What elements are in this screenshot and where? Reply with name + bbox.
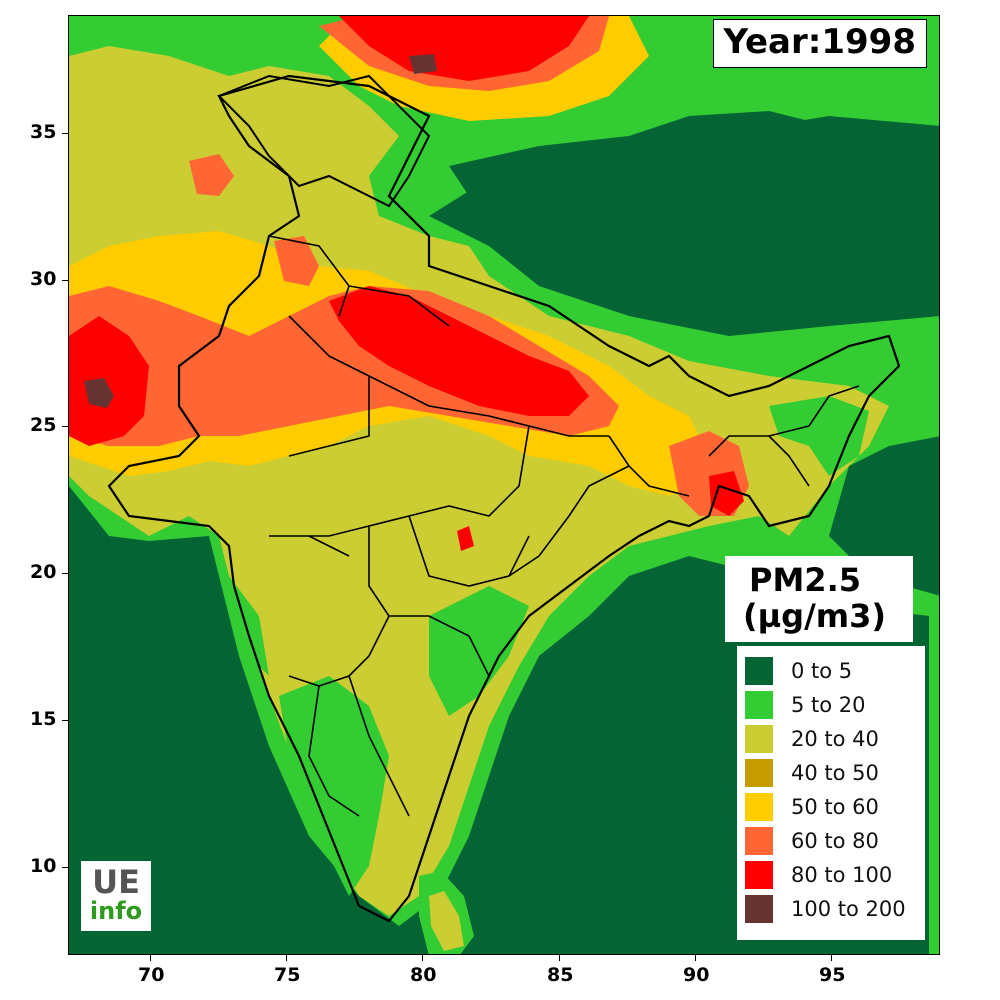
legend-label: 80 to 100 (791, 863, 893, 887)
legend-swatch (745, 759, 773, 787)
legend-swatch (745, 691, 773, 719)
state-borders (268, 235, 860, 817)
band-5-20-east (429, 586, 529, 716)
x-tick-label: 75 (274, 964, 301, 986)
legend-label: 100 to 200 (791, 897, 906, 921)
legend-item: 20 to 40 (745, 722, 879, 756)
y-tickmark (62, 720, 68, 721)
logo-text-ue: UE (92, 863, 140, 901)
y-tickmark (62, 426, 68, 427)
legend-title: PM2.5 (µg/m3) (725, 556, 913, 642)
band-80-100-west (69, 316, 149, 446)
legend-swatch (745, 793, 773, 821)
legend-item: 60 to 80 (745, 824, 879, 858)
band-80-100-gangetic (329, 286, 589, 416)
y-tick-label: 20 (30, 561, 57, 583)
y-tick-label: 10 (30, 855, 57, 877)
x-tickmark (559, 955, 560, 961)
legend-item: 40 to 50 (745, 756, 879, 790)
band-100-200-north (409, 54, 437, 74)
year-label: Year:1998 (712, 19, 927, 69)
sri-lanka-core (429, 891, 464, 951)
x-tick-label: 95 (819, 964, 846, 986)
legend-swatch (745, 725, 773, 753)
legend-label: 20 to 40 (791, 727, 879, 751)
legend-item: 50 to 60 (745, 790, 879, 824)
band-60-80-afghan (189, 154, 234, 196)
legend-item: 5 to 20 (745, 688, 866, 722)
pm25-map-canvas (69, 16, 939, 954)
pm25-map: Year:1998 PM2.5 (µg/m3) 0 to 5 5 to 20 2… (68, 15, 940, 955)
logo-text-info: info (89, 897, 143, 925)
x-tick-label: 90 (683, 964, 710, 986)
y-tickmark (62, 573, 68, 574)
legend-label: 60 to 80 (791, 829, 879, 853)
legend-swatch (745, 861, 773, 889)
x-tickmark (422, 955, 423, 961)
x-tick-label: 80 (410, 964, 437, 986)
legend-title-line2: (µg/m3) (743, 597, 886, 635)
x-tickmark (286, 955, 287, 961)
band-80-100-central (457, 526, 474, 551)
legend-item: 0 to 5 (745, 654, 852, 688)
tibet-low-area (449, 111, 939, 311)
y-tick-label: 25 (30, 414, 57, 436)
y-tick-label: 35 (30, 121, 57, 143)
legend: 0 to 5 5 to 20 20 to 40 40 to 50 50 to 6… (737, 646, 925, 940)
legend-swatch (745, 657, 773, 685)
legend-swatch (745, 895, 773, 923)
x-tick-label: 85 (547, 964, 574, 986)
northeast-green (769, 396, 869, 476)
legend-item: 100 to 200 (745, 892, 906, 926)
legend-label: 40 to 50 (791, 761, 879, 785)
x-tickmark (150, 955, 151, 961)
legend-item: 80 to 100 (745, 858, 892, 892)
y-tickmark (62, 867, 68, 868)
legend-label: 50 to 60 (791, 795, 879, 819)
y-tickmark (62, 280, 68, 281)
legend-label: 5 to 20 (791, 693, 866, 717)
legend-label: 0 to 5 (791, 659, 853, 683)
india-outline (107, 74, 901, 923)
legend-swatch (745, 827, 773, 855)
band-80-100-north (339, 16, 589, 81)
y-tickmark (62, 133, 68, 134)
x-tickmark (831, 955, 832, 961)
kashmir-outline (217, 74, 431, 208)
y-tick-label: 30 (30, 268, 57, 290)
band-100-200-west (84, 378, 114, 408)
legend-title-line1: PM2.5 (749, 561, 861, 599)
ue-info-logo: UE info (81, 861, 151, 931)
band-60-80-punjab (274, 236, 319, 286)
band-5-20-south (279, 676, 389, 896)
x-tickmark (695, 955, 696, 961)
band-80-100-bengal (709, 471, 744, 516)
y-tick-label: 15 (30, 708, 57, 730)
x-tick-label: 70 (138, 964, 165, 986)
